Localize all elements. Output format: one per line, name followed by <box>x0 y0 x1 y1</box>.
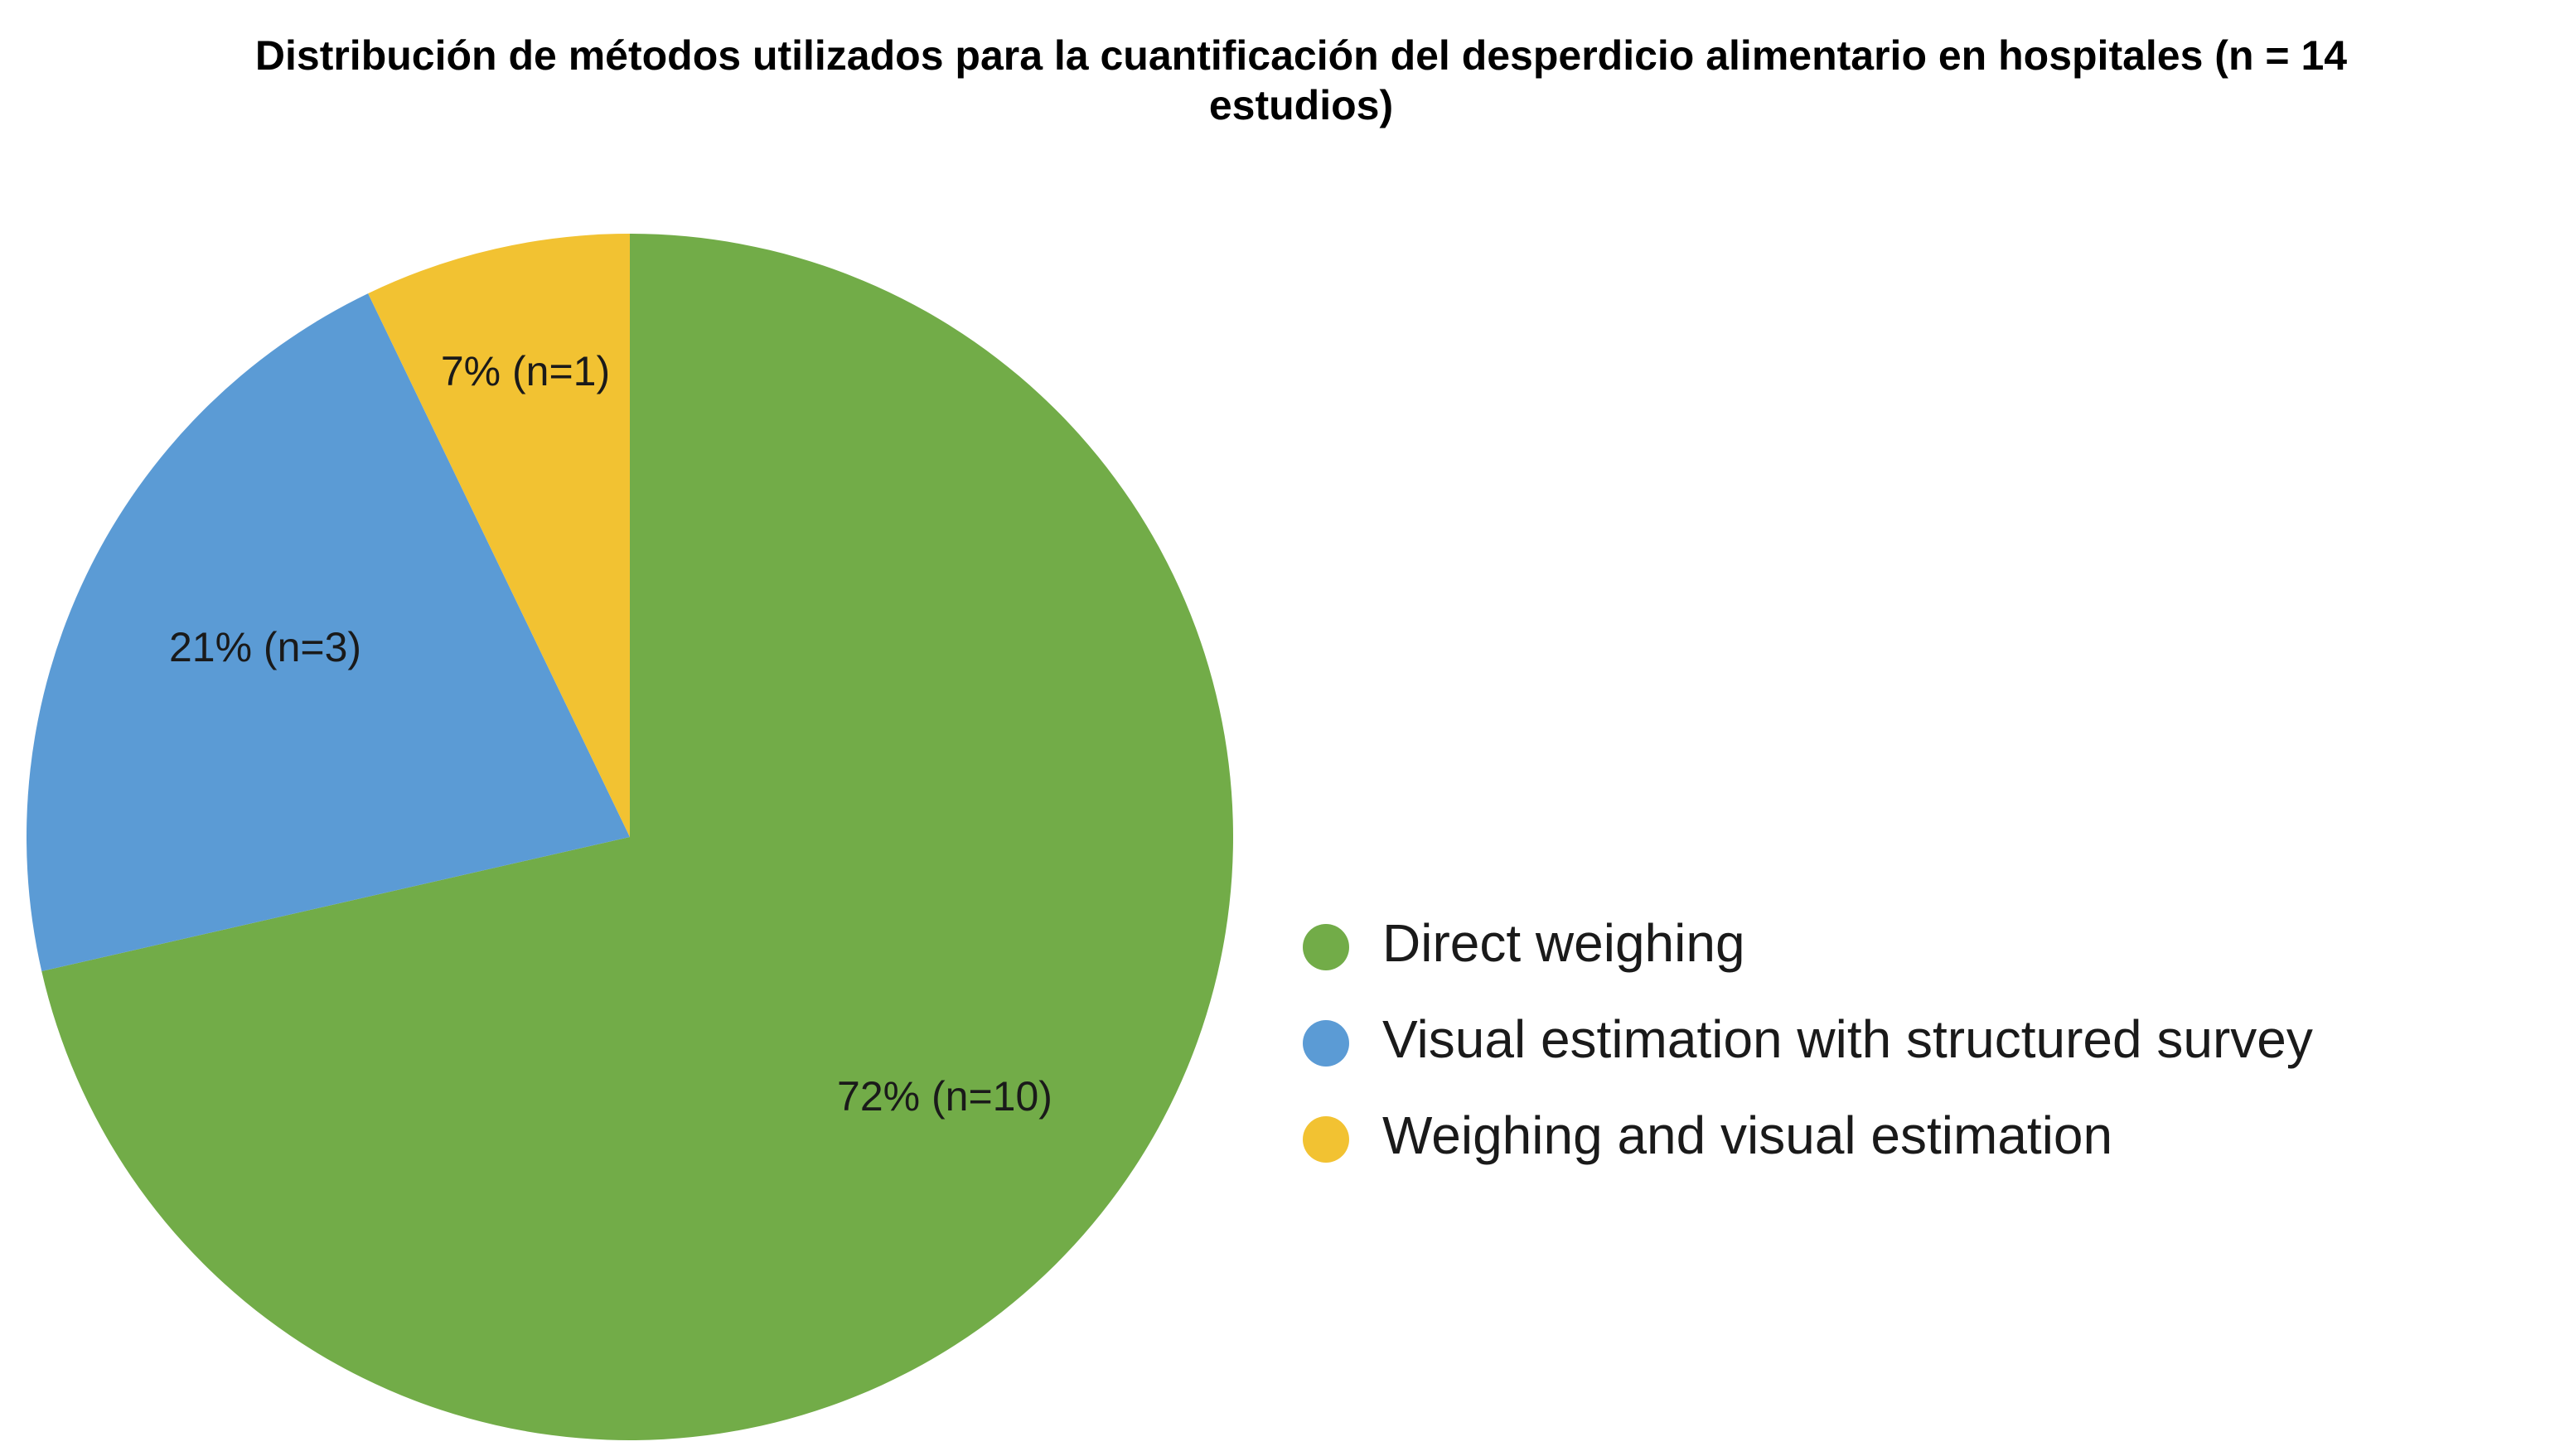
legend-item: Weighing and visual estimation <box>1303 1105 2112 1165</box>
pie-slice-direct-weighing <box>41 234 1234 1441</box>
pie-slice-labels: 72% (n=10) 21% (n=3) 7% (n=1) <box>169 348 1052 1120</box>
legend-marker <box>1303 924 1349 970</box>
slice-data-label: 21% (n=3) <box>169 624 361 670</box>
chart-title-line-1: Distribución de métodos utilizados para … <box>255 32 2347 79</box>
slice-data-label: 72% (n=10) <box>837 1073 1052 1120</box>
legend: Direct weighing Visual estimation with st… <box>1303 913 2313 1165</box>
slice-data-label: 7% (n=1) <box>441 348 610 394</box>
legend-item: Visual estimation with structured survey <box>1303 1009 2313 1069</box>
pie-slice-visual-estimation-with-structured-survey <box>26 293 630 971</box>
legend-marker <box>1303 1116 1349 1163</box>
pie-slices <box>26 234 1234 1441</box>
legend-label: Direct weighing <box>1382 913 1745 973</box>
chart-title: Distribución de métodos utilizados para … <box>255 32 2347 128</box>
legend-label: Weighing and visual estimation <box>1382 1105 2112 1165</box>
legend-label: Visual estimation with structured survey <box>1382 1009 2313 1069</box>
chart-title-line-2: estudios) <box>1209 82 1393 128</box>
legend-marker <box>1303 1020 1349 1067</box>
pie-slice-weighing-and-visual-estimation <box>368 234 630 837</box>
legend-item: Direct weighing <box>1303 913 1745 973</box>
